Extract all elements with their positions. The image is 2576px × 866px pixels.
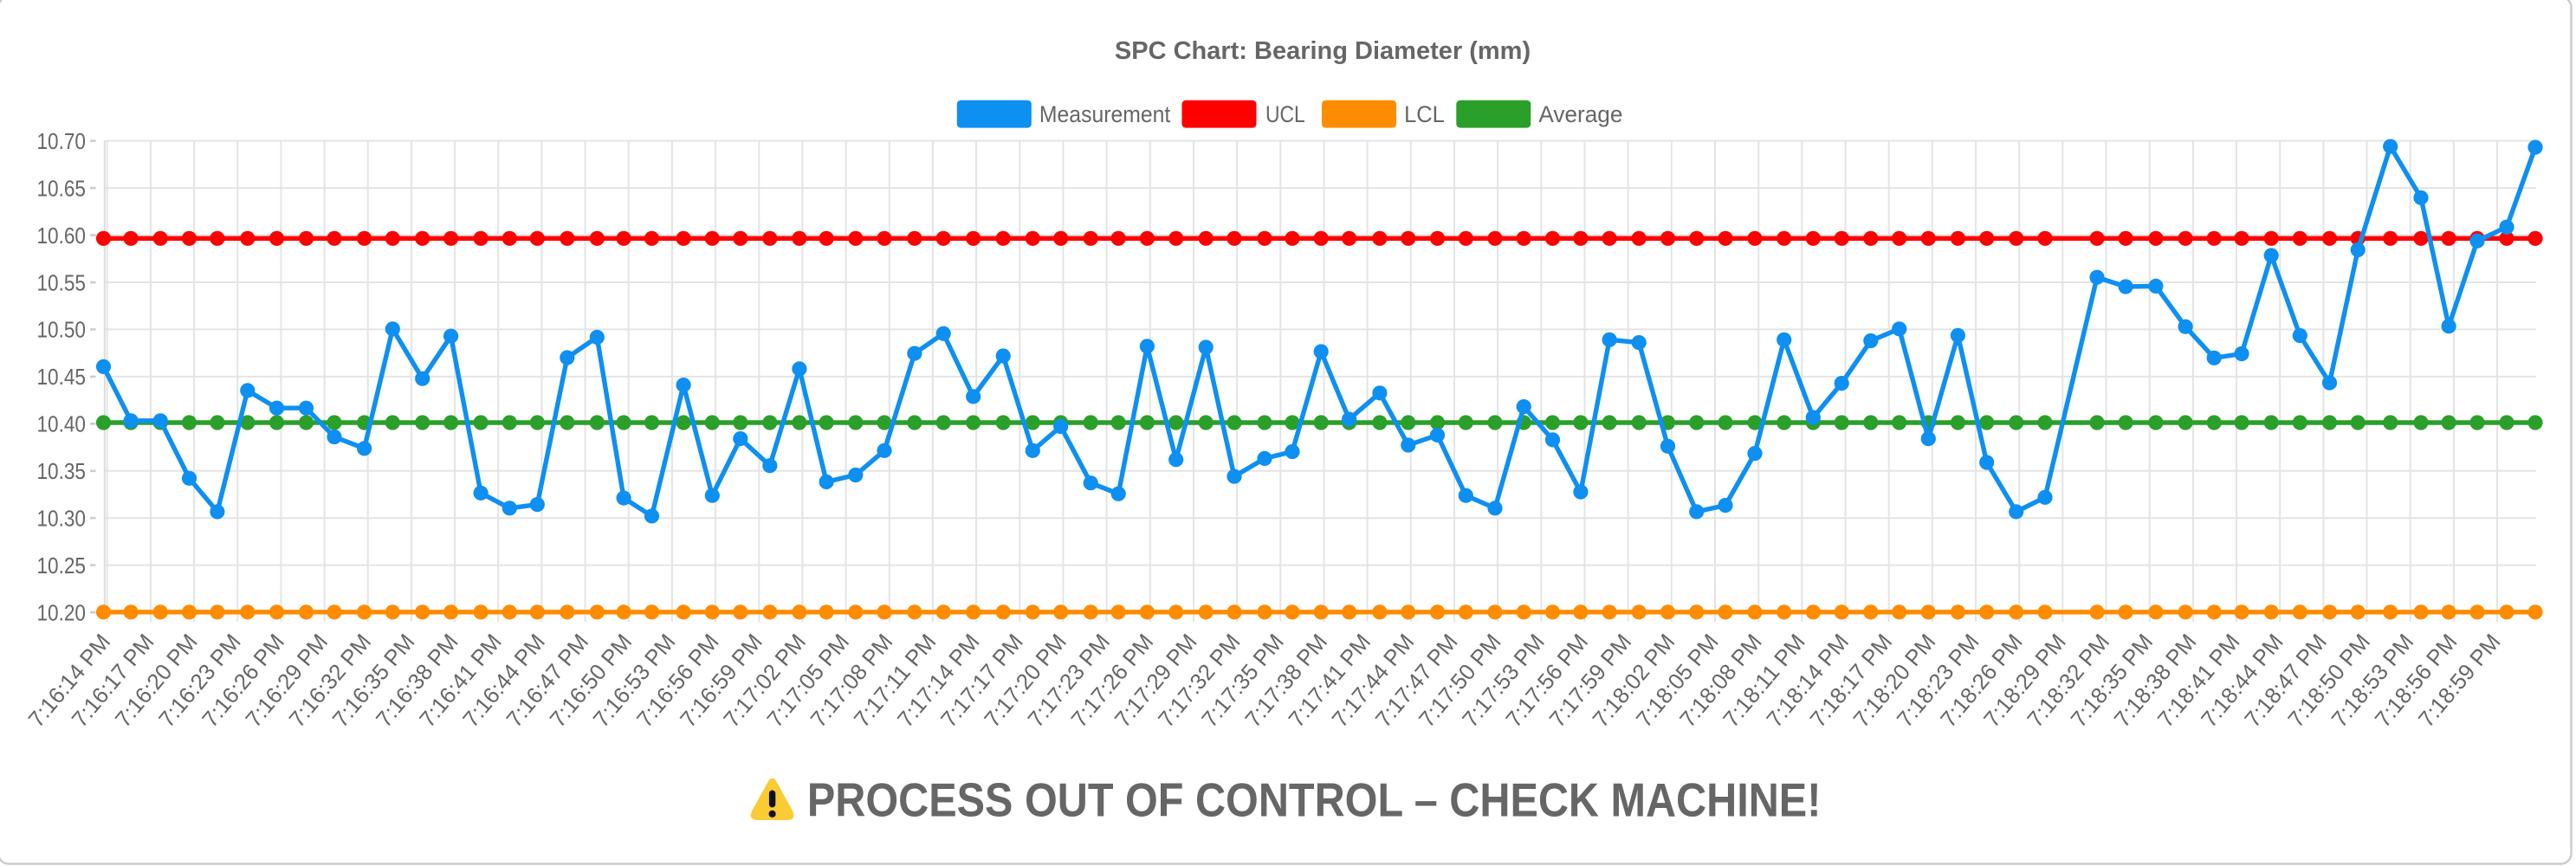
svg-text:SPC Chart: Bearing Diameter (m: SPC Chart: Bearing Diameter (mm) <box>1115 37 1531 65</box>
svg-text:10.20: 10.20 <box>37 599 87 625</box>
svg-text:10.25: 10.25 <box>37 553 87 578</box>
svg-text:PROCESS OUT OF CONTROL – CHECK: PROCESS OUT OF CONTROL – CHECK MACHINE! <box>807 773 1821 827</box>
svg-text:10.30: 10.30 <box>37 506 87 532</box>
svg-text:10.65: 10.65 <box>37 175 87 201</box>
svg-text:10.50: 10.50 <box>37 317 87 343</box>
svg-text:LCL: LCL <box>1404 101 1445 127</box>
svg-text:Average: Average <box>1538 101 1622 127</box>
svg-text:10.40: 10.40 <box>37 411 87 437</box>
svg-text:10.70: 10.70 <box>37 128 87 154</box>
svg-text:10.45: 10.45 <box>37 364 87 390</box>
svg-text:10.35: 10.35 <box>37 458 87 484</box>
svg-text:Measurement: Measurement <box>1039 101 1171 127</box>
svg-text:10.55: 10.55 <box>37 269 87 295</box>
svg-text:10.60: 10.60 <box>37 223 87 249</box>
svg-text:UCL: UCL <box>1265 101 1305 127</box>
